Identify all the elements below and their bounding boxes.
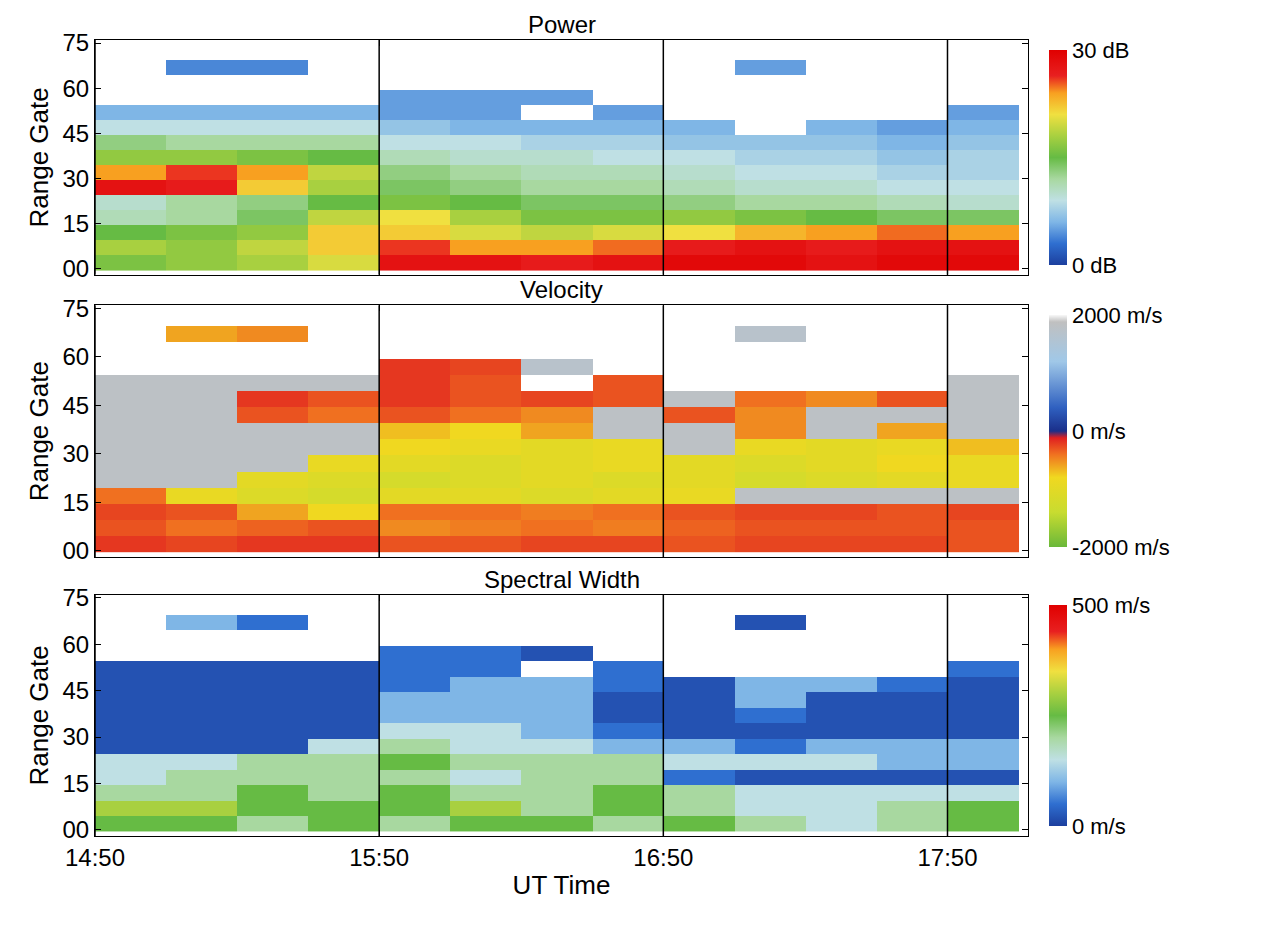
svg-text:0 m/s: 0 m/s (1072, 419, 1126, 444)
svg-text:2000 m/s: 2000 m/s (1072, 303, 1163, 328)
svg-text:Range Gate: Range Gate (24, 87, 54, 227)
svg-text:30: 30 (62, 440, 89, 467)
svg-text:15: 15 (62, 210, 89, 237)
svg-text:500 m/s: 500 m/s (1072, 593, 1150, 618)
svg-text:75: 75 (62, 29, 89, 56)
svg-text:30: 30 (62, 723, 89, 750)
svg-text:Velocity: Velocity (520, 276, 603, 303)
svg-text:75: 75 (62, 584, 89, 611)
svg-text:Range Gate: Range Gate (24, 361, 54, 501)
svg-text:15: 15 (62, 770, 89, 797)
svg-text:16:50: 16:50 (633, 844, 693, 871)
svg-text:Power: Power (528, 11, 596, 38)
svg-text:15:50: 15:50 (349, 844, 409, 871)
svg-text:Range Gate: Range Gate (24, 645, 54, 785)
svg-text:00: 00 (62, 537, 89, 564)
svg-text:UT Time: UT Time (513, 870, 611, 900)
svg-text:00: 00 (62, 816, 89, 843)
svg-text:Spectral Width: Spectral Width (484, 566, 640, 593)
svg-text:45: 45 (62, 392, 89, 419)
svg-text:15: 15 (62, 489, 89, 516)
svg-text:60: 60 (62, 343, 89, 370)
svg-text:30 dB: 30 dB (1072, 38, 1130, 63)
svg-text:75: 75 (62, 295, 89, 322)
svg-text:17:50: 17:50 (917, 844, 977, 871)
svg-text:0 m/s: 0 m/s (1072, 814, 1126, 839)
svg-text:60: 60 (62, 631, 89, 658)
svg-text:45: 45 (62, 677, 89, 704)
svg-text:00: 00 (62, 255, 89, 282)
svg-text:45: 45 (62, 120, 89, 147)
svg-text:60: 60 (62, 75, 89, 102)
svg-text:0 dB: 0 dB (1072, 253, 1117, 278)
svg-text:14:50: 14:50 (65, 844, 125, 871)
svg-text:-2000 m/s: -2000 m/s (1072, 535, 1170, 560)
svg-text:30: 30 (62, 165, 89, 192)
